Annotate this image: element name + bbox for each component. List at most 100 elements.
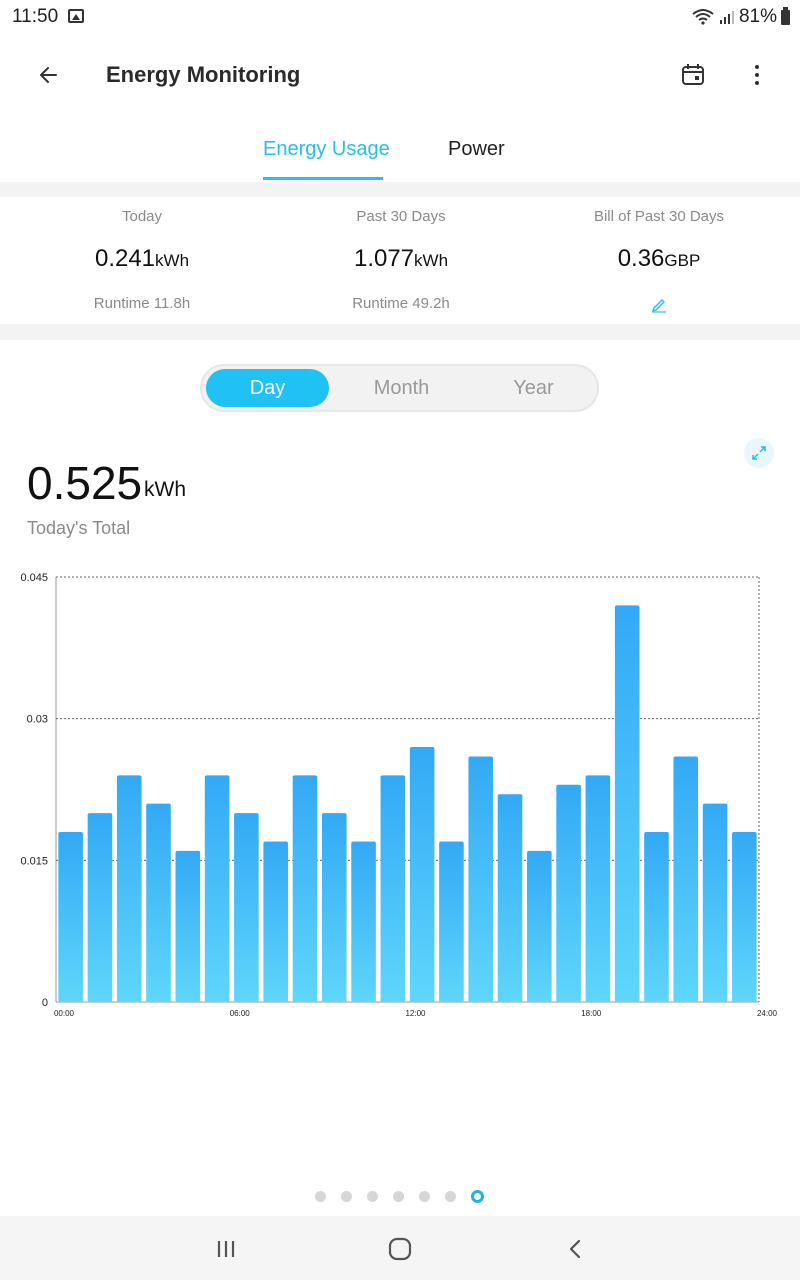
- fullscreen-button[interactable]: [744, 438, 774, 468]
- page-dot-active[interactable]: [471, 1190, 484, 1203]
- bar-hour-0[interactable]: [58, 832, 83, 1002]
- bar-hour-18[interactable]: [585, 775, 611, 1002]
- active-tab-indicator: [263, 177, 383, 180]
- battery-percent: 81%: [738, 6, 777, 27]
- status-bar: 11:50 81%: [0, 0, 800, 34]
- status-time: 11:50: [12, 6, 59, 27]
- app-bar: Energy Monitoring: [0, 40, 800, 110]
- summary-label: Bill of Past 30 Days: [593, 208, 725, 225]
- more-vertical-icon: [755, 65, 759, 85]
- home-icon: [388, 1237, 412, 1261]
- summary-unit: GBP: [664, 251, 701, 270]
- divider: [0, 324, 800, 340]
- bar-hour-19[interactable]: [614, 605, 640, 1002]
- summary-value: 0.241: [94, 245, 156, 272]
- summary-past-30-days: Past 30 Days 1.077kWh Runtime 49.2h: [268, 197, 534, 313]
- summary-label: Past 30 Days: [356, 208, 446, 225]
- recent-apps-icon: [217, 1241, 235, 1257]
- signal-icon: [719, 11, 734, 24]
- y-tick-label: 0: [42, 997, 48, 1009]
- bar-hour-21[interactable]: [673, 756, 699, 1002]
- battery-icon: [781, 6, 790, 25]
- page-dot[interactable]: [419, 1191, 430, 1202]
- page-dot[interactable]: [445, 1191, 456, 1202]
- tab-bar: Energy Usage Power: [0, 126, 800, 182]
- summary-panel: Today 0.241kWh Runtime 11.8h Past 30 Day…: [0, 197, 800, 324]
- bar-hour-1[interactable]: [87, 813, 113, 1002]
- period-year-button[interactable]: Year: [513, 377, 554, 399]
- summary-today: Today 0.241kWh Runtime 11.8h: [9, 197, 275, 313]
- summary-value-row: 1.077kWh: [268, 245, 534, 273]
- page-title: Energy Monitoring: [106, 62, 301, 87]
- summary-value-row: 0.36GBP: [526, 245, 792, 273]
- summary-runtime: Runtime 49.2h: [352, 295, 450, 312]
- period-selector: Day Month Year: [200, 364, 599, 412]
- bar-hour-7[interactable]: [263, 841, 288, 1002]
- x-tick-label: 12:00: [405, 1009, 426, 1018]
- page-dot[interactable]: [367, 1191, 378, 1202]
- bar-hour-16[interactable]: [527, 850, 552, 1002]
- page-dot[interactable]: [315, 1191, 326, 1202]
- page-dot[interactable]: [341, 1191, 352, 1202]
- x-tick-label: 06:00: [230, 1009, 251, 1018]
- edit-bill-button[interactable]: [526, 295, 792, 313]
- wifi-icon: [692, 9, 714, 25]
- chevron-left-icon: [569, 1239, 581, 1259]
- y-tick-label: 0.03: [27, 714, 48, 726]
- summary-label: Today: [121, 208, 163, 225]
- status-indicators: 81%: [691, 6, 790, 28]
- bar-hour-14[interactable]: [468, 756, 494, 1002]
- page-indicator: [0, 1189, 800, 1205]
- summary-value: 0.36: [617, 245, 665, 272]
- calendar-icon: [682, 64, 704, 85]
- bar-hour-13[interactable]: [439, 841, 464, 1002]
- summary-unit: kWh: [155, 251, 190, 270]
- bar-hour-17[interactable]: [556, 784, 581, 1002]
- bar-hour-3[interactable]: [146, 803, 171, 1002]
- page-dot[interactable]: [393, 1191, 404, 1202]
- bar-hour-23[interactable]: [732, 832, 757, 1002]
- bar-hour-10[interactable]: [351, 841, 376, 1002]
- summary-value: 1.077: [353, 245, 415, 272]
- x-tick-label: 18:00: [581, 1009, 602, 1018]
- tab-power[interactable]: Power: [448, 138, 505, 160]
- bar-hour-2[interactable]: [116, 775, 142, 1002]
- bar-hour-4[interactable]: [175, 850, 201, 1002]
- calendar-button[interactable]: [680, 62, 706, 88]
- bar-hour-20[interactable]: [644, 832, 669, 1002]
- expand-icon: [752, 446, 766, 460]
- summary-bill: Bill of Past 30 Days 0.36GBP: [526, 197, 792, 313]
- summary-runtime: Runtime 11.8h: [93, 295, 191, 312]
- image-notification-icon: [68, 9, 84, 23]
- y-tick-label: 0.045: [20, 572, 48, 584]
- bar-hour-9[interactable]: [321, 813, 347, 1002]
- arrow-left-icon: [40, 67, 57, 83]
- total-caption: Today's Total: [27, 518, 131, 538]
- bar-hour-15[interactable]: [497, 794, 523, 1002]
- bar-hour-11[interactable]: [380, 775, 406, 1002]
- system-navigation-bar: [0, 1216, 800, 1280]
- tab-energy-usage[interactable]: Energy Usage: [263, 138, 390, 160]
- divider: [0, 182, 800, 197]
- total-unit: kWh: [144, 478, 186, 501]
- bar-hour-8[interactable]: [292, 775, 318, 1002]
- bar-hour-6[interactable]: [234, 813, 259, 1002]
- bar-hour-22[interactable]: [702, 803, 728, 1002]
- x-tick-label: 24:00: [757, 1009, 778, 1018]
- y-tick-label: 0.015: [20, 855, 48, 867]
- x-tick-label: 00:00: [54, 1009, 75, 1018]
- more-options-button[interactable]: [744, 60, 770, 90]
- energy-bar-chart: 0 0.015 0.03 0.045 00:00 06:00 12:00 18:00 24:00: [20, 572, 778, 1018]
- recent-apps-button[interactable]: [211, 1234, 241, 1264]
- bar-hour-5[interactable]: [204, 775, 230, 1002]
- bar-hour-12[interactable]: [409, 747, 435, 1002]
- summary-value-row: 0.241kWh: [9, 245, 275, 273]
- system-back-button[interactable]: [560, 1234, 590, 1264]
- total-value: 0.525: [27, 457, 143, 509]
- period-month-button[interactable]: Month: [373, 377, 430, 399]
- back-button[interactable]: [34, 60, 64, 90]
- summary-unit: kWh: [414, 251, 449, 270]
- period-day-button[interactable]: Day: [206, 369, 329, 407]
- home-button[interactable]: [385, 1234, 415, 1264]
- pencil-icon: [652, 299, 666, 313]
